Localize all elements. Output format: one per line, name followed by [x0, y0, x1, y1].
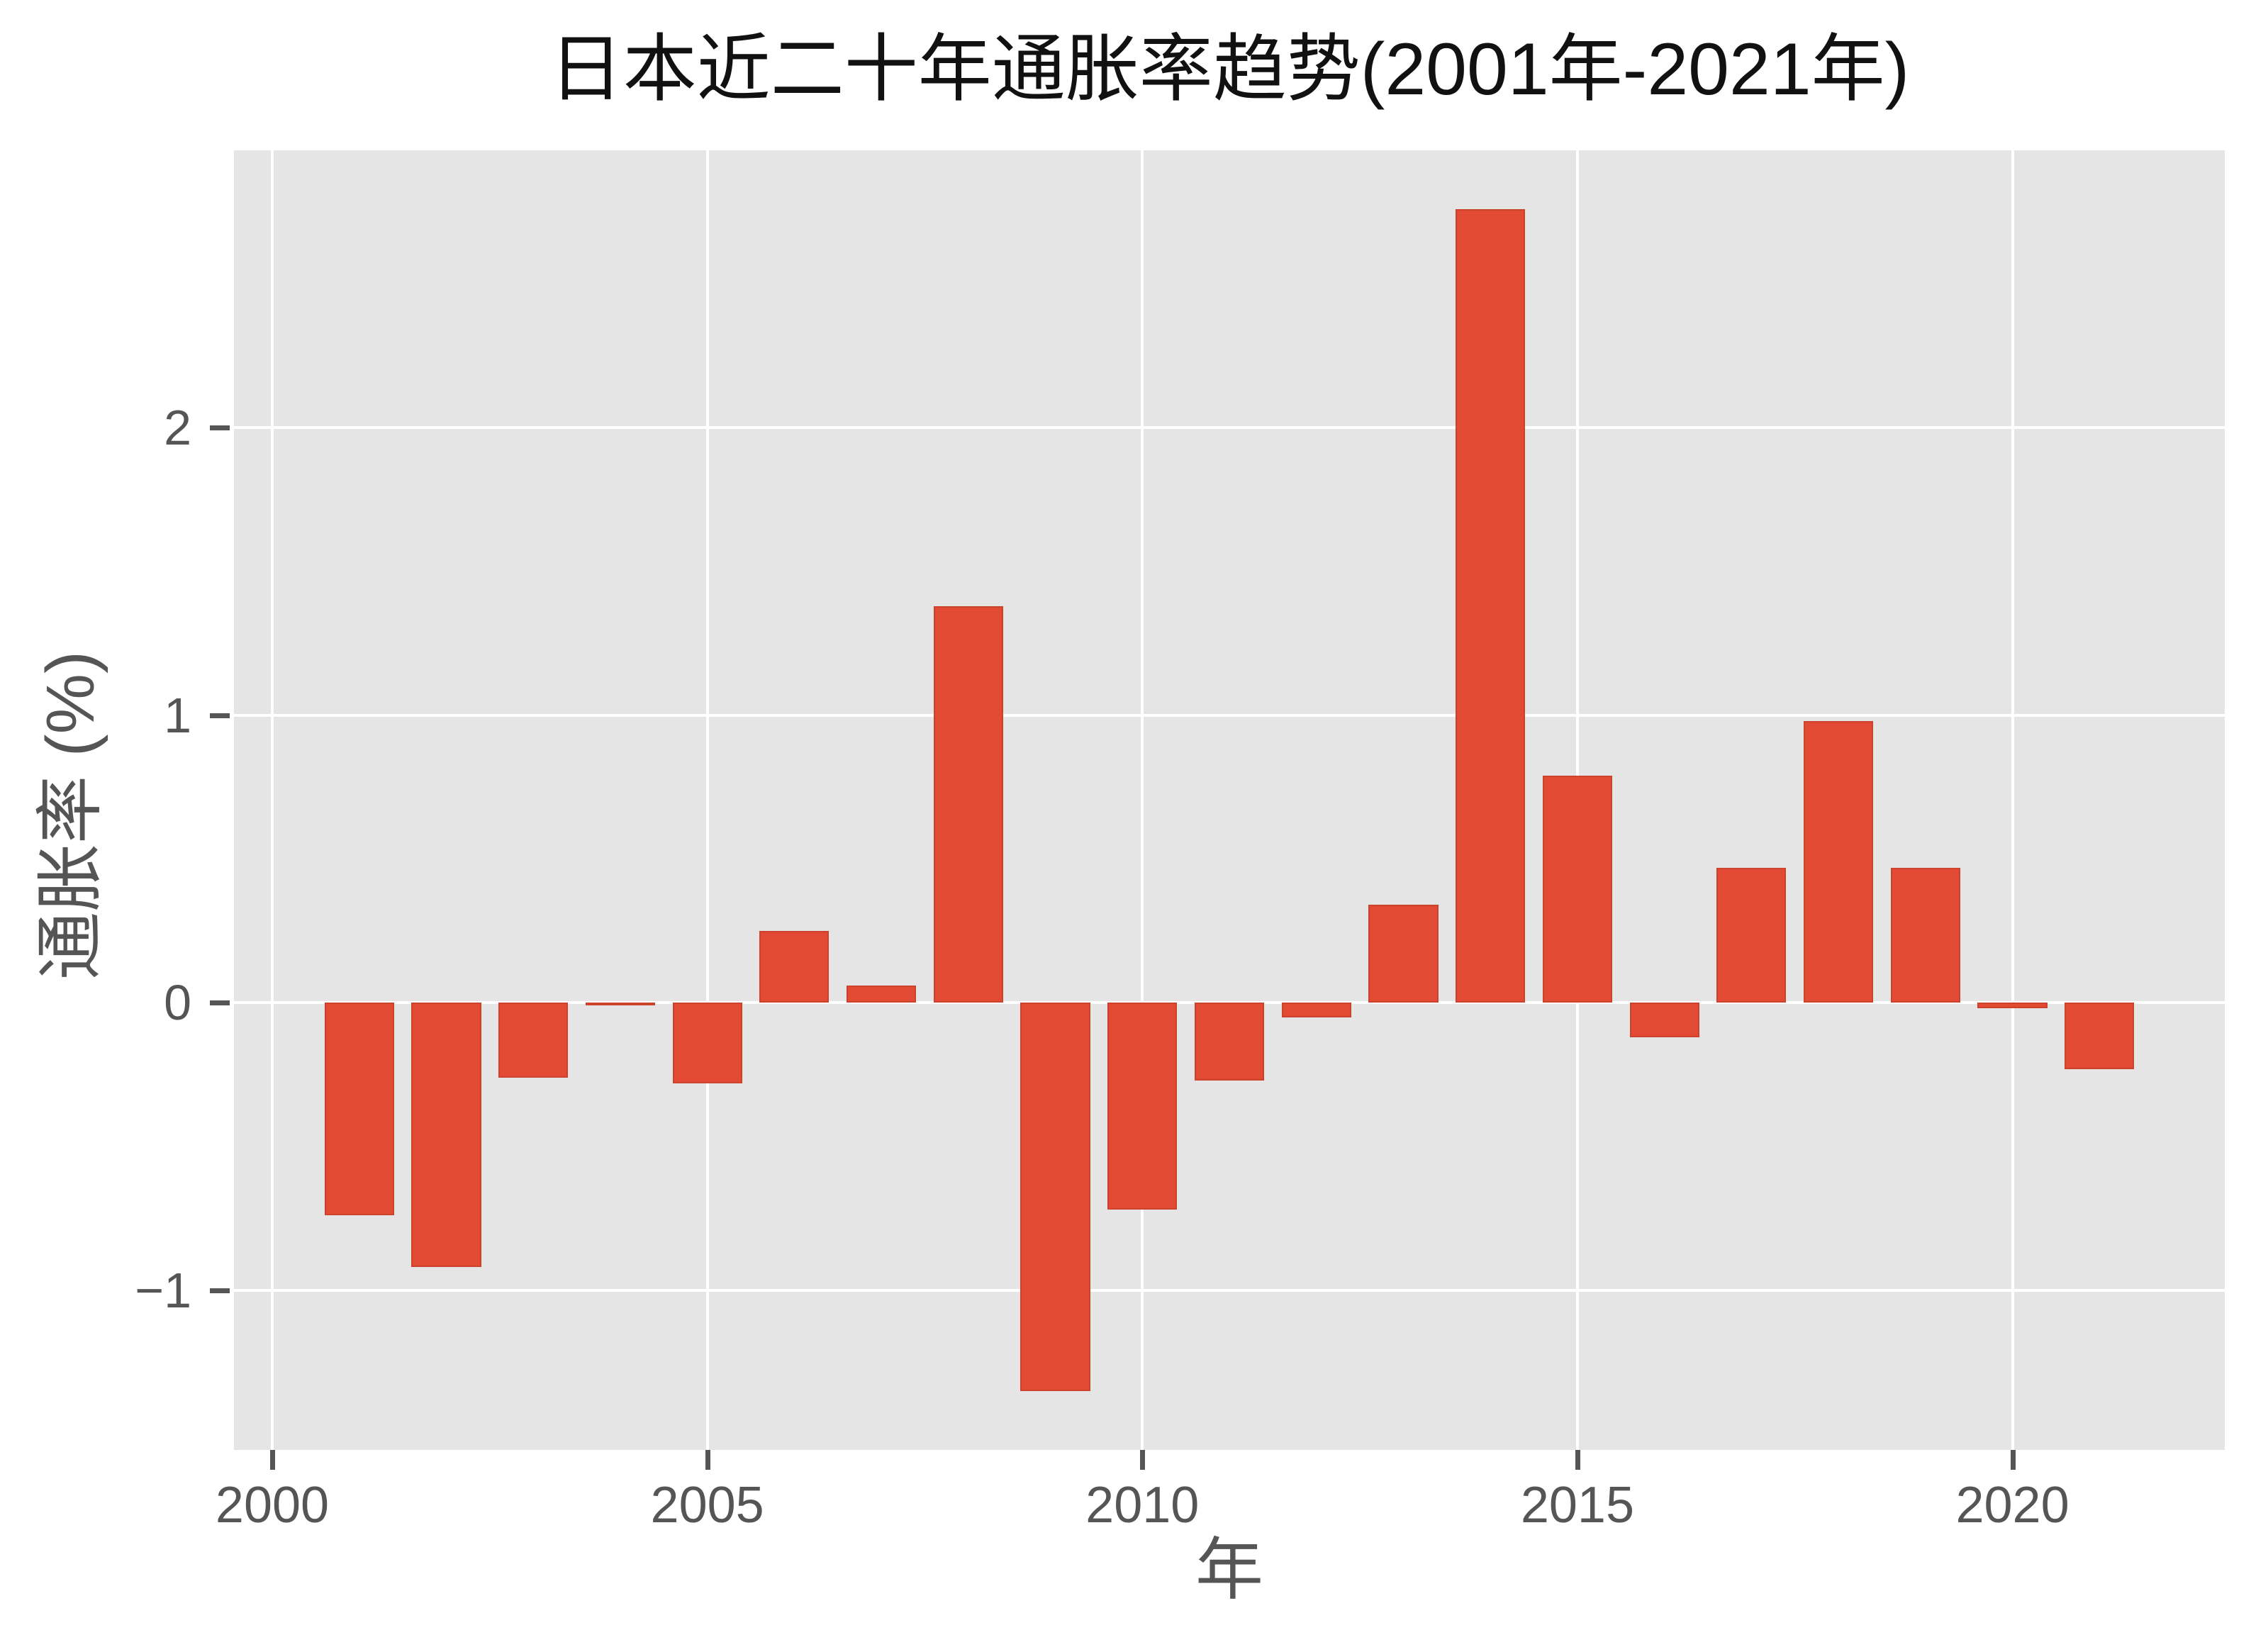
bar-2015	[1542, 776, 1612, 1003]
bar-2010	[1107, 1003, 1178, 1210]
chart-title: 日本近二十年通胀率趋势(2001年-2021年)	[549, 28, 1910, 111]
h-gridline-2	[234, 426, 2225, 430]
bar-2017	[1716, 867, 1787, 1003]
bar-2021	[2065, 1003, 2135, 1069]
x-tick-label-2000: 2000	[215, 1477, 330, 1534]
x-tick-mark-2020	[2010, 1450, 2016, 1470]
h-gridline-1	[234, 713, 2225, 717]
y-tick-mark-0	[210, 1000, 230, 1006]
bar-2012	[1281, 1003, 1351, 1017]
bar-2013	[1368, 905, 1439, 1003]
y-tick-mark-1	[210, 713, 230, 718]
v-gridline-2005	[705, 150, 709, 1450]
v-gridline-2000	[271, 150, 274, 1450]
bar-2005	[672, 1003, 742, 1083]
x-tick-label-2015: 2015	[1520, 1477, 1634, 1534]
bar-2008	[933, 605, 1003, 1003]
bar-2003	[498, 1003, 569, 1078]
plot-area	[234, 150, 2225, 1450]
bar-2004	[585, 1003, 655, 1006]
v-gridline-2020	[2011, 150, 2014, 1450]
x-tick-mark-2010	[1140, 1450, 1146, 1470]
x-tick-mark-2005	[705, 1450, 710, 1470]
y-tick-label-0: 0	[164, 975, 191, 1031]
bar-2001	[324, 1003, 394, 1216]
bar-2019	[1890, 867, 1960, 1003]
bar-2002	[411, 1003, 481, 1268]
h-gridline--1	[234, 1288, 2225, 1292]
bar-2020	[1977, 1003, 2048, 1009]
bar-2011	[1194, 1003, 1265, 1081]
y-tick-label-1: 1	[164, 687, 191, 743]
x-tick-mark-2015	[1575, 1450, 1580, 1470]
x-tick-mark-2000	[270, 1450, 275, 1470]
bar-2007	[847, 986, 917, 1003]
bar-2009	[1020, 1003, 1090, 1391]
y-tick-mark--1	[210, 1288, 230, 1293]
y-tick-label-2: 2	[164, 400, 191, 456]
bar-2016	[1629, 1003, 1699, 1037]
x-tick-label-2005: 2005	[650, 1477, 764, 1534]
y-tick-mark-2	[210, 425, 230, 431]
x-tick-label-2020: 2020	[1955, 1477, 2070, 1534]
x-axis-label: 年	[1195, 1532, 1263, 1608]
bar-2014	[1456, 209, 1526, 1003]
v-gridline-2010	[1141, 150, 1144, 1450]
bar-2006	[759, 930, 830, 1003]
bar-2018	[1804, 721, 1874, 1003]
y-tick-label--1: −1	[135, 1262, 191, 1318]
x-tick-label-2010: 2010	[1085, 1477, 1200, 1534]
